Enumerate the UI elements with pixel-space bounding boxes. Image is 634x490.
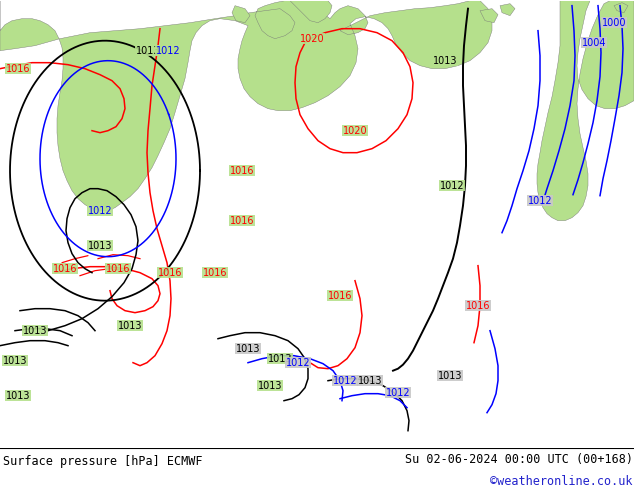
Polygon shape [500, 4, 515, 16]
Text: 1012: 1012 [385, 388, 410, 398]
Text: 1016: 1016 [230, 216, 254, 226]
Text: 1016: 1016 [6, 64, 30, 74]
Text: 1013: 1013 [87, 241, 112, 251]
Text: 1012: 1012 [440, 181, 464, 191]
Polygon shape [480, 9, 498, 23]
Text: 1013: 1013 [136, 46, 160, 56]
Text: 1016: 1016 [203, 268, 227, 278]
Text: 1013: 1013 [3, 356, 27, 366]
Text: 1013: 1013 [433, 56, 457, 66]
Text: 1013: 1013 [437, 370, 462, 381]
Text: 1016: 1016 [106, 264, 130, 274]
Polygon shape [0, 0, 492, 211]
Text: 1013: 1013 [268, 354, 292, 364]
Text: 1013: 1013 [6, 391, 30, 401]
Polygon shape [537, 0, 634, 220]
Text: 1012: 1012 [87, 206, 112, 216]
Polygon shape [290, 0, 332, 23]
Text: 1012: 1012 [527, 196, 552, 206]
Text: 1012: 1012 [333, 376, 358, 386]
Text: 1012: 1012 [156, 46, 180, 56]
Text: 1016: 1016 [53, 264, 77, 274]
Text: 1013: 1013 [23, 326, 48, 336]
Text: Su 02-06-2024 00:00 UTC (00+168): Su 02-06-2024 00:00 UTC (00+168) [404, 453, 633, 466]
Text: 1013: 1013 [236, 343, 260, 354]
Text: 1016: 1016 [230, 166, 254, 176]
Text: 1004: 1004 [582, 38, 606, 48]
Text: 1020: 1020 [343, 125, 367, 136]
Polygon shape [614, 2, 628, 13]
Text: ©weatheronline.co.uk: ©weatheronline.co.uk [490, 475, 633, 489]
Text: 1016: 1016 [466, 301, 490, 311]
Text: 1013: 1013 [358, 376, 382, 386]
Text: 1013: 1013 [258, 381, 282, 391]
Text: 1012: 1012 [286, 358, 310, 368]
Polygon shape [232, 6, 250, 23]
Text: 1016: 1016 [158, 268, 182, 278]
Text: 1000: 1000 [602, 18, 626, 27]
Text: Surface pressure [hPa] ECMWF: Surface pressure [hPa] ECMWF [3, 455, 203, 467]
Text: 1020: 1020 [300, 34, 325, 44]
Text: 1013: 1013 [118, 320, 142, 331]
Text: 1016: 1016 [328, 291, 353, 301]
